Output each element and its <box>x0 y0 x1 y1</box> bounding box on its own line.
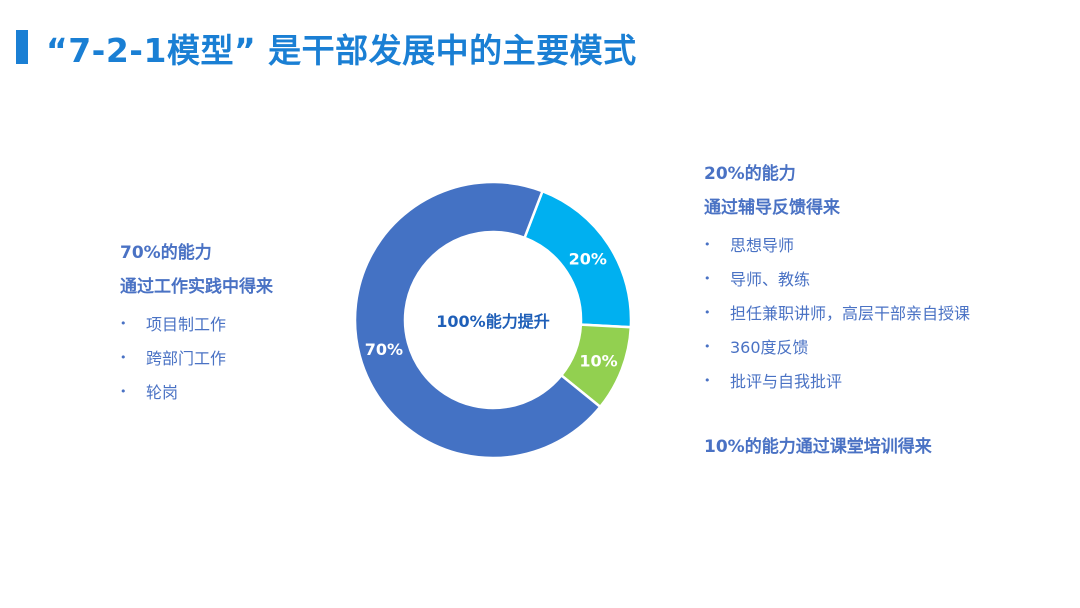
donut-slices: 20% 10% 70% <box>353 180 633 460</box>
list-item: • 担任兼职讲师，高层干部亲自授课 <box>704 297 970 331</box>
list-item-text: 项目制工作 <box>146 315 227 334</box>
bullet-icon: • <box>704 238 711 251</box>
right-bullet-list: • 思想导师 • 导师、教练 • 担任兼职讲师，高层干部亲自授课 • 360度反馈 • 批… <box>704 229 970 399</box>
title-accent-bar <box>16 30 28 64</box>
bullet-icon: • <box>704 272 711 285</box>
left-text-block: 70%的能力 通过工作实践中得来 • 项目制工作 • 跨部门工作 • 轮岗 <box>120 236 273 410</box>
right-text-block: 20%的能力 通过辅导反馈得来 • 思想导师 • 导师、教练 • 担任兼职讲师，高层干… <box>704 157 970 399</box>
slide-title: “7-2-1模型” 是干部发展中的主要模式 <box>46 31 637 70</box>
right-heading-source: 通过辅导反馈得来 <box>704 198 840 218</box>
bullet-icon: • <box>704 340 711 353</box>
bullet-icon: • <box>704 374 711 387</box>
donut-center-label: 100%能力提升 <box>436 312 549 331</box>
list-item-text: 轮岗 <box>146 383 179 402</box>
bullet-icon: • <box>120 351 127 364</box>
list-item: • 项目制工作 <box>120 308 273 342</box>
list-item: • 批评与自我批评 <box>704 365 970 399</box>
list-item-text: 批评与自我批评 <box>730 372 843 391</box>
list-item-text: 导师、教练 <box>730 270 811 289</box>
donut-slice-label-20: 20% <box>569 249 607 268</box>
right-heading-percent: 20%的能力 <box>704 164 796 184</box>
left-heading-percent: 70%的能力 <box>120 243 212 263</box>
list-item-text: 担任兼职讲师，高层干部亲自授课 <box>730 304 971 323</box>
list-item-text: 跨部门工作 <box>146 349 227 368</box>
bullet-icon: • <box>120 317 127 330</box>
list-item: • 轮岗 <box>120 376 273 410</box>
donut-slice-70 <box>353 180 603 460</box>
bullet-icon: • <box>704 306 711 319</box>
bottom-note: 10%的能力通过课堂培训得来 <box>704 437 932 457</box>
list-item-text: 360度反馈 <box>730 338 809 357</box>
left-bullet-list: • 项目制工作 • 跨部门工作 • 轮岗 <box>120 308 273 410</box>
left-heading-source: 通过工作实践中得来 <box>120 277 273 297</box>
bullet-icon: • <box>120 385 127 398</box>
list-item: • 跨部门工作 <box>120 342 273 376</box>
list-item: • 360度反馈 <box>704 331 970 365</box>
donut-slice-label-70: 70% <box>365 340 403 359</box>
list-item: • 思想导师 <box>704 229 970 263</box>
donut-slice-label-10: 10% <box>579 351 617 370</box>
list-item: • 导师、教练 <box>704 263 970 297</box>
list-item-text: 思想导师 <box>730 236 795 255</box>
